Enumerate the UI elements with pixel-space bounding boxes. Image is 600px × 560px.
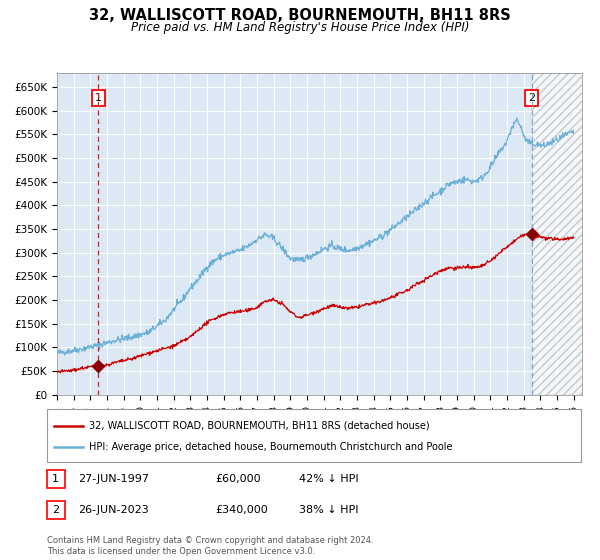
Text: 2: 2 [52,505,59,515]
Text: 1: 1 [52,474,59,484]
Text: 1: 1 [95,93,102,103]
Bar [532,73,599,395]
Text: 27-JUN-1997: 27-JUN-1997 [78,474,149,484]
Text: 38% ↓ HPI: 38% ↓ HPI [299,505,358,515]
Text: 32, WALLISCOTT ROAD, BOURNEMOUTH, BH11 8RS: 32, WALLISCOTT ROAD, BOURNEMOUTH, BH11 8… [89,8,511,24]
Text: 26-JUN-2023: 26-JUN-2023 [78,505,149,515]
Text: 32, WALLISCOTT ROAD, BOURNEMOUTH, BH11 8RS (detached house): 32, WALLISCOTT ROAD, BOURNEMOUTH, BH11 8… [89,421,430,431]
Text: HPI: Average price, detached house, Bournemouth Christchurch and Poole: HPI: Average price, detached house, Bour… [89,442,452,452]
Text: 42% ↓ HPI: 42% ↓ HPI [299,474,358,484]
Text: Price paid vs. HM Land Registry's House Price Index (HPI): Price paid vs. HM Land Registry's House … [131,21,469,34]
Text: 2: 2 [528,93,535,103]
Text: Contains HM Land Registry data © Crown copyright and database right 2024.
This d: Contains HM Land Registry data © Crown c… [47,536,373,556]
Text: £60,000: £60,000 [215,474,260,484]
Text: £340,000: £340,000 [215,505,268,515]
